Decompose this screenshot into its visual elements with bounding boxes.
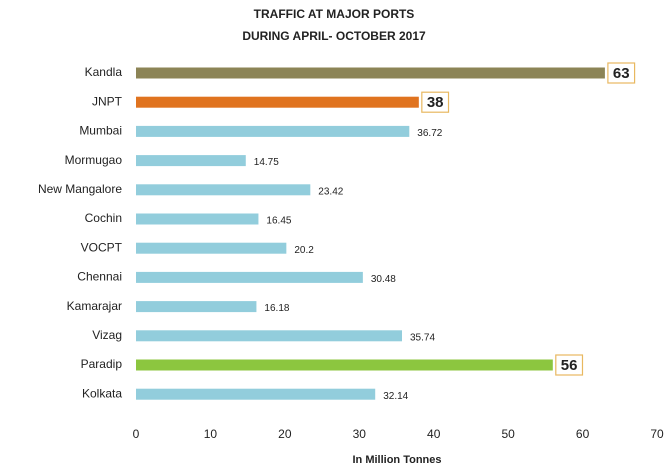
data-label: 35.74 [410, 332, 435, 343]
bar [136, 301, 257, 313]
chart-title: TRAFFIC AT MAJOR PORTS [254, 7, 415, 21]
y-tick-label: Kamarajar [67, 299, 122, 313]
bar [136, 96, 419, 108]
y-tick-label: New Mangalore [38, 182, 122, 196]
y-tick-label: Vizag [92, 328, 122, 342]
bar [136, 242, 287, 254]
y-tick-label: Mormugao [65, 153, 123, 167]
data-label: 16.18 [264, 303, 289, 314]
x-tick-label: 0 [133, 427, 140, 441]
data-label: 20.2 [294, 245, 314, 256]
bar [136, 184, 311, 196]
bar [136, 67, 605, 79]
y-tick-label: Cochin [85, 211, 122, 225]
data-label: 32.14 [383, 391, 408, 402]
x-tick-label: 70 [650, 427, 664, 441]
data-label: 16.45 [266, 216, 291, 227]
chart-subtitle: DURING APRIL- OCTOBER 2017 [242, 29, 426, 43]
bar [136, 213, 259, 225]
data-label: 23.42 [318, 186, 343, 197]
bar [136, 271, 363, 283]
bar [136, 330, 403, 342]
bar [136, 359, 553, 371]
bar [136, 125, 410, 137]
bar [136, 388, 376, 400]
x-tick-label: 10 [204, 427, 218, 441]
x-tick-label: 20 [278, 427, 292, 441]
x-tick-label: 60 [576, 427, 590, 441]
data-label: 30.48 [371, 274, 396, 285]
label-box [421, 91, 450, 113]
y-tick-label: Kolkata [82, 386, 122, 400]
label-box [555, 354, 584, 376]
data-label: 14.75 [254, 157, 279, 168]
data-label: 63 [613, 65, 630, 82]
x-axis-label: In Million Tonnes [352, 454, 441, 466]
y-tick-label: Paradip [81, 357, 123, 371]
x-tick-label: 50 [501, 427, 515, 441]
data-label: 36.72 [417, 128, 442, 139]
data-label: 56 [561, 357, 578, 374]
x-tick-label: 40 [427, 427, 441, 441]
y-tick-label: VOCPT [81, 240, 123, 254]
y-tick-label: Mumbai [79, 124, 122, 138]
x-tick-label: 30 [353, 427, 367, 441]
data-label: 38 [427, 94, 444, 111]
label-box [607, 62, 636, 84]
y-tick-label: JNPT [92, 94, 123, 108]
bar [136, 155, 246, 167]
y-tick-label: Chennai [77, 270, 122, 284]
y-tick-label: Kandla [85, 65, 123, 79]
